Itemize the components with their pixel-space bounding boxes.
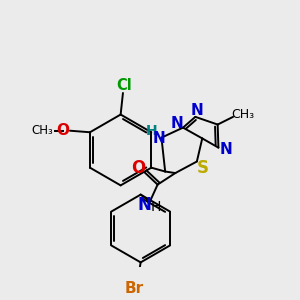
Text: Br: Br [124,281,143,296]
Text: S: S [197,159,209,177]
Text: N: N [170,116,183,131]
Text: CH₃: CH₃ [31,124,53,137]
Text: CH₃: CH₃ [232,108,255,121]
Text: N: N [138,196,152,214]
Text: H: H [146,124,157,139]
Text: N: N [190,103,203,118]
Text: H: H [151,200,161,214]
Text: N: N [153,131,166,146]
Text: O: O [56,123,69,138]
Text: N: N [220,142,233,158]
Text: Cl: Cl [116,78,132,93]
Text: O: O [131,159,146,177]
